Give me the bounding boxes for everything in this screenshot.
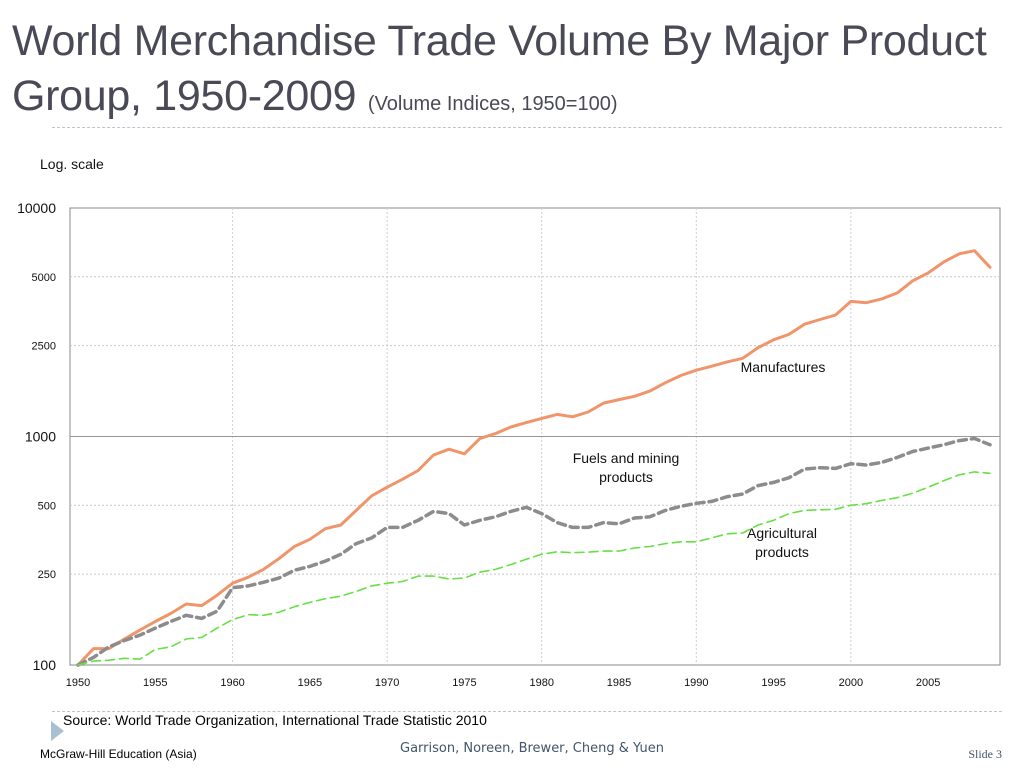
scale-note: Log. scale <box>40 156 104 172</box>
slide-title: World Merchandise Trade Volume By Major … <box>12 14 1012 132</box>
publisher: McGraw-Hill Education (Asia) <box>40 747 197 761</box>
title-main: World Merchandise Trade Volume By Major … <box>12 17 987 120</box>
source-note: Source: World Trade Organization, Intern… <box>63 712 487 728</box>
fuels-and-mining-products-label: Fuels and mining products <box>573 450 680 485</box>
x-tick-label: 1960 <box>220 677 244 689</box>
y-tick-label: 1000 <box>25 429 56 445</box>
y-tick-label: 2500 <box>32 341 56 353</box>
y-tick-label: 100 <box>33 657 57 673</box>
x-tick-label: 1965 <box>298 677 322 689</box>
title-subtitle: (Volume Indices, 1950=100) <box>367 93 618 115</box>
x-tick-label: 1975 <box>452 677 476 689</box>
authors: Garrison, Noreen, Brewer, Cheng & Yuen <box>400 741 664 756</box>
agricultural-products-line <box>77 471 991 666</box>
y-tick-label: 5000 <box>32 272 56 284</box>
x-tick-label: 1955 <box>143 677 167 689</box>
x-tick-label: 1970 <box>375 677 399 689</box>
y-tick-label: 10000 <box>17 200 56 216</box>
source-arrow-icon <box>51 721 64 741</box>
fuels-and-mining-products-line <box>76 436 992 667</box>
footer-divider <box>52 711 1002 712</box>
manufactures-line <box>76 249 992 667</box>
x-tick-label: 1995 <box>761 677 785 689</box>
x-tick-label: 1985 <box>607 677 631 689</box>
x-tick-label: 2005 <box>916 677 940 689</box>
manufactures-label: Manufactures <box>741 359 826 375</box>
y-tick-label: 250 <box>38 569 56 581</box>
title-divider <box>52 127 1002 128</box>
agricultural-products-label: Agricultural products <box>747 525 817 560</box>
trade-volume-chart: 100 250 500 1000 2500 5000 10000 1950 1955 1960 19… <box>17 200 1001 689</box>
x-tick-label: 1950 <box>66 677 90 689</box>
x-tick-label: 1980 <box>529 677 553 689</box>
y-tick-label: 500 <box>38 500 56 512</box>
slide-number: Slide 3 <box>968 747 1002 761</box>
x-tick-label: 2000 <box>839 677 863 689</box>
x-tick-label: 1990 <box>684 677 708 689</box>
